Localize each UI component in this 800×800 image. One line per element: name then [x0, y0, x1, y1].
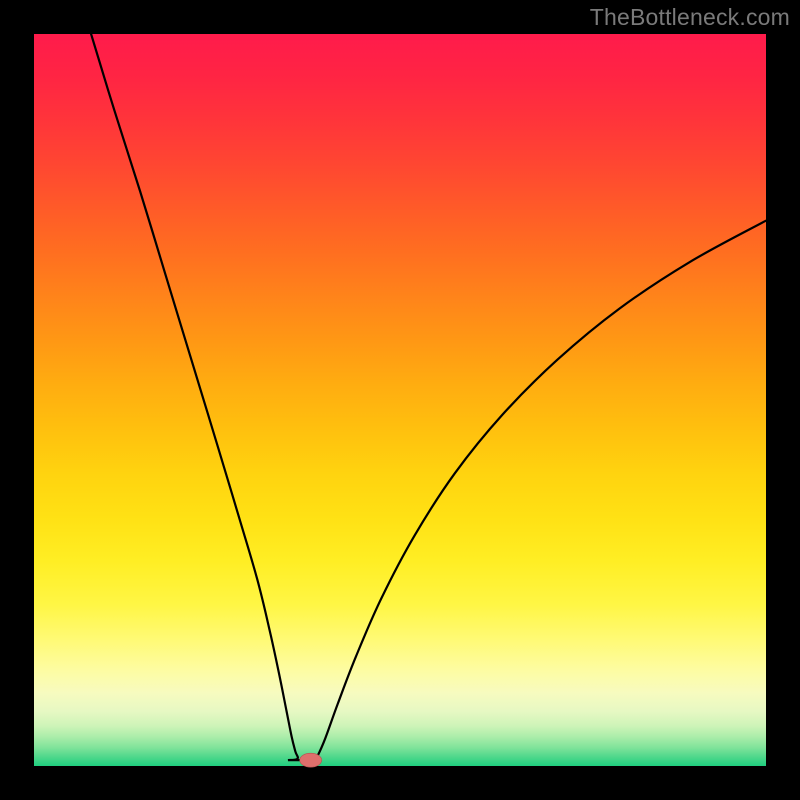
- optimum-marker: [300, 753, 322, 767]
- plot-background: [34, 34, 766, 766]
- chart-container: TheBottleneck.com: [0, 0, 800, 800]
- watermark-text: TheBottleneck.com: [590, 4, 790, 31]
- chart-svg: [0, 0, 800, 800]
